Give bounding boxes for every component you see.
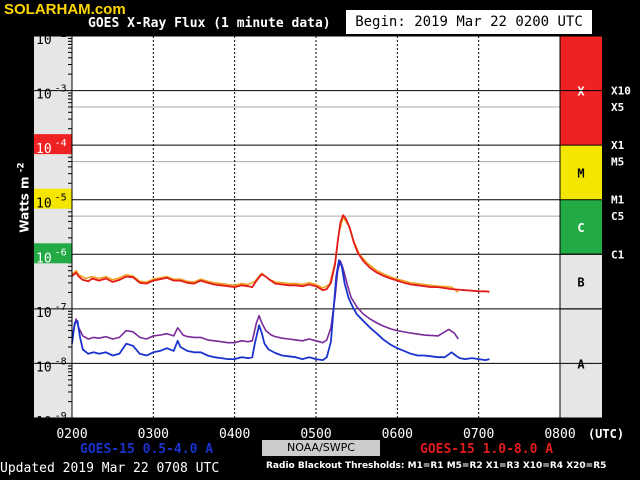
x-tick-label: 0200	[56, 427, 87, 442]
class-band-label-a: A	[577, 357, 585, 371]
y-tick-base: 10	[36, 33, 52, 48]
source-label: NOAA/SWPC	[262, 440, 380, 456]
y-tick-label: 10 -4	[36, 138, 67, 157]
data-series	[71, 35, 561, 419]
threshold-label: C1	[611, 248, 625, 261]
x-tick-label: 0500	[300, 427, 331, 442]
threshold-label: M1	[611, 194, 625, 207]
legend-long-channel: GOES-15 1.0-8.0 A	[420, 442, 554, 457]
y-tick-label: 10 -9	[36, 411, 67, 430]
threshold-label: C5	[611, 210, 624, 223]
y-tick-exponent: -7	[55, 302, 67, 313]
y-axis-panel	[34, 36, 72, 418]
x-tick-label: 0300	[138, 427, 169, 442]
class-band-label-x: X	[577, 85, 585, 99]
y-tick-exponent: -5	[55, 193, 67, 204]
x-tick-label: 0800	[544, 427, 575, 442]
threshold-label: X10	[611, 85, 631, 98]
x-tick-label: 0600	[382, 427, 413, 442]
x-tick-labels: 0200 0300 0400 0500 0600 0700 0800 (UTC)	[56, 427, 624, 442]
y-tick-label: 10 -5	[36, 193, 67, 212]
class-band-c	[560, 199, 602, 255]
threshold-label: X5	[611, 101, 624, 114]
class-band-label-m: M	[577, 166, 584, 180]
y-tick-base: 10	[36, 142, 52, 157]
x-tick-label: 0400	[219, 427, 250, 442]
series-long-channel	[71, 214, 490, 293]
threshold-labels: X10 X5 X1 M5 M1 C5 C1	[611, 85, 631, 262]
y-tick-highlight	[34, 134, 72, 155]
y-tick-base: 10	[36, 360, 52, 375]
y-tick-label: 10 -8	[36, 356, 67, 375]
chart-title: GOES X-Ray Flux (1 minute data)	[88, 16, 331, 31]
y-tick-exponent: -8	[55, 356, 67, 367]
y-tick-base: 10	[36, 251, 52, 266]
class-bands: X M C B A	[560, 36, 602, 418]
y-tick-highlight	[34, 243, 72, 264]
y-tick-exponent: -9	[55, 411, 67, 422]
class-band-label-b: B	[577, 276, 584, 290]
series-short-channel	[71, 259, 490, 361]
x-axis-label: (UTC)	[588, 427, 624, 441]
threshold-label: M5	[611, 156, 624, 169]
plot-frame	[71, 35, 561, 419]
plot-area	[72, 36, 560, 418]
y-tick-base: 10	[36, 88, 52, 103]
radio-blackout-thresholds: Radio Blackout Thresholds: M1=R1 M5=R2 X…	[266, 461, 607, 471]
y-tick-label: 10 -2	[36, 29, 67, 48]
y-tick-exponent: -2	[55, 29, 67, 40]
threshold-label: X1	[611, 139, 625, 152]
y-tick-exponent: -3	[55, 84, 67, 95]
y-tick-exponent: -4	[55, 138, 67, 149]
y-tick-label: 10 -6	[36, 247, 67, 266]
y-tick-label: 10 -3	[36, 84, 67, 103]
chart-background	[34, 36, 560, 418]
legend-short-channel: GOES-15 0.5-4.0 A	[80, 442, 214, 457]
y-tick-highlight	[34, 188, 72, 209]
y-tick-label: 10 -7	[36, 302, 67, 321]
x-tick-label: 0700	[463, 427, 494, 442]
class-band-m	[560, 145, 602, 200]
updated-timestamp: Updated 2019 Mar 22 0708 UTC	[0, 461, 220, 476]
y-tick-base: 10	[36, 415, 52, 430]
class-band-label-c: C	[577, 221, 584, 235]
y-tick-exponent: -6	[55, 247, 67, 258]
y-tick-labels: 10-210-310-410-510-610-710-810-9	[34, 29, 72, 430]
series-short-secondary	[71, 260, 459, 344]
begin-time-box: Begin: 2019 Mar 22 0200 UTC	[346, 10, 592, 34]
class-band-b	[560, 254, 602, 309]
y-tick-base: 10	[36, 306, 52, 321]
y-tick-base: 10	[36, 197, 52, 212]
site-logo: SOLARHAM.com	[4, 1, 126, 18]
